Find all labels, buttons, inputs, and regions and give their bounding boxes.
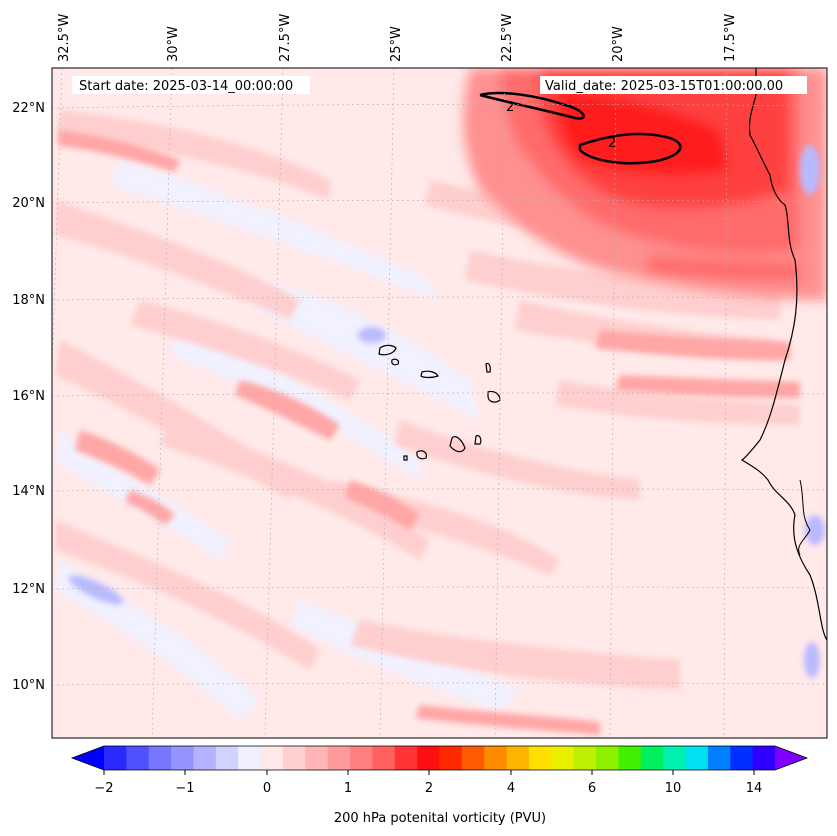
pv-contour-1 [479,91,585,120]
lat-label: 14°N [12,484,45,499]
lon-label: 22.5°W [500,14,515,62]
lat-label: 18°N [12,293,45,308]
longitude-labels: 32.5°W 30°W 27.5°W 25°W 22.5°W 20°W 17.5… [57,14,738,62]
colorbar-cell [238,746,262,770]
colorbar-cell [148,746,172,770]
lat-label: 12°N [12,582,45,597]
colorbar-cell [573,746,597,770]
lat-label: 22°N [12,101,45,116]
colorbar-tick-label: 2 [425,781,433,796]
colorbar-cell [215,746,239,770]
colorbar-cell [528,746,552,770]
valid-date-label: Valid_date: 2025-03-15T01:00:00.00 [545,79,783,94]
colorbar-cell [618,746,642,770]
colorbar-cell [640,746,664,770]
colorbar-cell [350,746,373,770]
lat-label: 10°N [12,678,45,693]
lat-label: 20°N [12,196,45,211]
lon-label: 20°W [611,26,626,62]
lat-label: 16°N [12,389,45,404]
colorbar-cell [171,746,195,770]
contour-label-2: 2 [608,136,616,151]
colorbar-cell [282,746,306,770]
start-date-box [72,76,310,94]
lon-label: 32.5°W [57,14,72,62]
colorbar-cell [596,746,620,770]
colorbar-cell [305,746,329,770]
lon-label: 25°W [389,26,404,62]
colorbar-cell [752,746,776,770]
colorbar-cell [461,746,485,770]
colorbar-label: 200 hPa potenital vorticity (PVU) [334,811,546,826]
colorbar-tick-label: −2 [94,781,113,796]
colorbar-cell [394,746,418,770]
lon-label: 17.5°W [723,14,738,62]
map-frame [51,67,828,739]
colorbar-cell [484,746,508,770]
colorbar-cell [439,746,463,770]
colorbar-extend-max [775,746,807,770]
start-date-label: Start date: 2025-03-14_00:00:00 [79,79,293,94]
lon-label: 30°W [166,26,181,62]
colorbar-tick-label: 0 [263,781,271,796]
colorbar-cell [685,746,709,770]
colorbar-tick-label: 1 [344,781,352,796]
colorbar-cell [193,746,217,770]
lon-label: 27.5°W [278,14,293,62]
colorbar-tick-label: 10 [665,781,682,796]
colorbar-cell [663,746,687,770]
colorbar-tick-label: 4 [507,781,515,796]
colorbar-cell [327,746,351,770]
pv-contour-2 [578,132,682,165]
colorbar-cell [506,746,530,770]
colorbar-cell [551,746,575,770]
contour-label-1: 2 [506,100,514,115]
colorbar-cell [372,746,396,770]
colorbar-cell [707,746,731,770]
colorbar-tick-label: 14 [746,781,763,796]
colorbar-cell [126,746,150,770]
pv-field [52,68,827,738]
latitude-labels: 22°N 20°N 18°N 16°N 14°N 12°N 10°N [12,101,45,693]
valid-date-box [540,76,807,94]
colorbar: −2 −1 0 1 2 4 6 10 14 200 hPa potenital vorticit… [70,745,809,826]
colorbar-tick-label: −1 [175,781,194,796]
colorbar-cell [730,746,754,770]
colorbar-extend-min [72,746,104,770]
colorbar-cell [260,746,284,770]
colorbar-cell [417,746,441,770]
colorbar-tick-label: 6 [588,781,596,796]
colorbar-cell [104,746,127,770]
